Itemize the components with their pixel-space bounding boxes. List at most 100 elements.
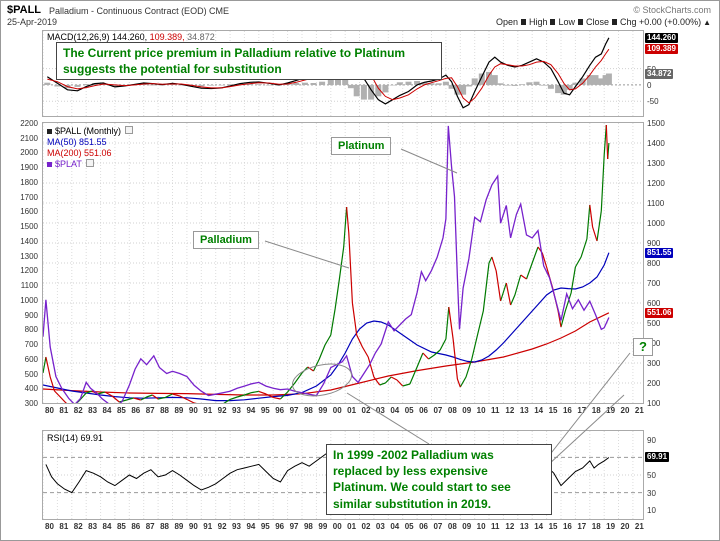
macd-histogram: [497, 83, 504, 85]
symbol: $PALL: [7, 4, 42, 16]
macd-histogram: [526, 82, 533, 85]
close-label: Close: [586, 17, 610, 27]
macd-histogram: [342, 76, 349, 85]
macd-histogram: [83, 84, 90, 85]
macd-histogram: [491, 75, 498, 85]
macd-histogram: [602, 75, 609, 85]
macd-histogram: [265, 84, 272, 86]
macd-histogram: [519, 84, 526, 85]
macd-legend: MACD(12,26,9) 144.260, 109.389, 34.872: [47, 32, 215, 43]
macd-histogram: [442, 81, 449, 85]
macd-legend-name: MACD(12,26,9): [47, 32, 110, 42]
macd-histogram: [347, 84, 354, 89]
macd-histogram: [178, 84, 185, 86]
macd-histogram: [486, 71, 492, 85]
macd-histogram: [511, 84, 518, 86]
question-mark-tag: ?: [633, 338, 653, 356]
ma200: [43, 312, 610, 396]
pall-legend-marker-icon: [47, 129, 52, 134]
macd-histogram: [605, 73, 612, 85]
legend-pall: $PALL (Monthly): [47, 126, 134, 137]
macd-histogram: [396, 82, 403, 85]
rsi-legend: RSI(14) 69.91: [47, 433, 103, 444]
macd-histogram: [555, 84, 562, 94]
legend-ma200: MA(200) 551.06: [47, 148, 112, 158]
macd-histogram: [368, 84, 375, 100]
high-value-icon: [550, 19, 556, 25]
macd-signal-value: 109.389,: [149, 32, 185, 42]
macd-histogram: [353, 84, 360, 97]
macd-histogram: [592, 75, 599, 85]
high-label: High: [528, 17, 548, 27]
macd-histogram: [218, 84, 225, 86]
macd-histogram: [405, 81, 412, 85]
copyright: © StockCharts.com: [633, 5, 711, 15]
macd-histogram: [301, 82, 308, 85]
macd-histogram: [111, 84, 118, 87]
low-value-icon: [578, 19, 583, 25]
macd-histogram: [208, 84, 215, 86]
macd-histogram: [327, 76, 334, 85]
legend-plat: $PLAT: [47, 159, 133, 170]
macd-histogram: [454, 84, 461, 95]
macd-histogram: [465, 84, 472, 87]
top-annotation-note: The Current price premium in Palladium r…: [56, 42, 442, 81]
macd-histogram: [74, 84, 81, 87]
macd-histogram: [547, 84, 554, 89]
rsi-legend-name: RSI(14): [47, 433, 79, 443]
rsi-value: 69.91: [80, 433, 104, 443]
plat-legend-marker-icon: [47, 162, 52, 167]
bottom-annotation-note: In 1999 -2002 Palladium was replaced by …: [326, 444, 552, 515]
macd-histogram: [255, 84, 262, 85]
price-plot: [43, 123, 643, 403]
macd-hist-value: 34.872: [187, 32, 215, 42]
macd-histogram: [169, 84, 176, 85]
macd-histogram: [293, 83, 300, 85]
macd-histogram: [566, 84, 573, 90]
macd-histogram: [572, 82, 579, 85]
plat: [43, 125, 610, 403]
macd-histogram: [579, 78, 586, 85]
macd-histogram: [533, 81, 540, 85]
price-legend: $PALL (Monthly) MA(50) 851.55 MA(200) 55…: [47, 126, 134, 170]
macd-histogram: [471, 78, 478, 85]
macd-histogram: [375, 84, 382, 97]
macd-histogram: [310, 83, 317, 85]
macd-histogram: [227, 84, 234, 85]
macd-histogram: [198, 84, 205, 87]
macd-histogram: [382, 84, 389, 93]
quote-summary: Open High Low Close Chg +0.00 (+0.00%) ▲: [496, 17, 711, 27]
macd-histogram: [389, 84, 396, 86]
macd-histogram: [586, 75, 593, 85]
macd-histogram: [360, 84, 367, 100]
chart-date: 25-Apr-2019: [7, 17, 58, 27]
macd-histogram: [435, 83, 442, 85]
macd-histogram: [319, 81, 326, 85]
ma50: [43, 252, 610, 402]
platinum-annotation-tag: Platinum: [331, 137, 392, 155]
legend-collapse-icon[interactable]: [125, 126, 134, 134]
macd-histogram: [460, 84, 467, 95]
macd-histogram: [504, 84, 511, 86]
macd-histogram: [237, 83, 244, 85]
legend-collapse-icon[interactable]: [85, 159, 94, 167]
macd-value: 144.260,: [112, 32, 148, 42]
macd-histogram: [421, 82, 428, 85]
palladium-annotation-tag: Palladium: [193, 231, 259, 249]
low-label: Low: [558, 17, 575, 27]
change-label: Chg +0.00 (+0.00%): [620, 17, 702, 27]
open-value-icon: [520, 19, 526, 25]
macd-histogram: [428, 83, 435, 85]
macd-histogram: [44, 82, 51, 85]
macd-histogram: [54, 84, 61, 87]
macd-histogram: [414, 81, 421, 85]
macd-histogram: [247, 83, 254, 85]
macd-histogram: [478, 73, 485, 85]
macd-histogram: [598, 78, 605, 85]
change-up-arrow-icon: ▲: [703, 17, 711, 27]
macd-histogram: [149, 84, 156, 86]
macd-histogram: [448, 84, 455, 89]
macd-histogram: [560, 84, 567, 95]
close-value-icon: [612, 19, 618, 25]
